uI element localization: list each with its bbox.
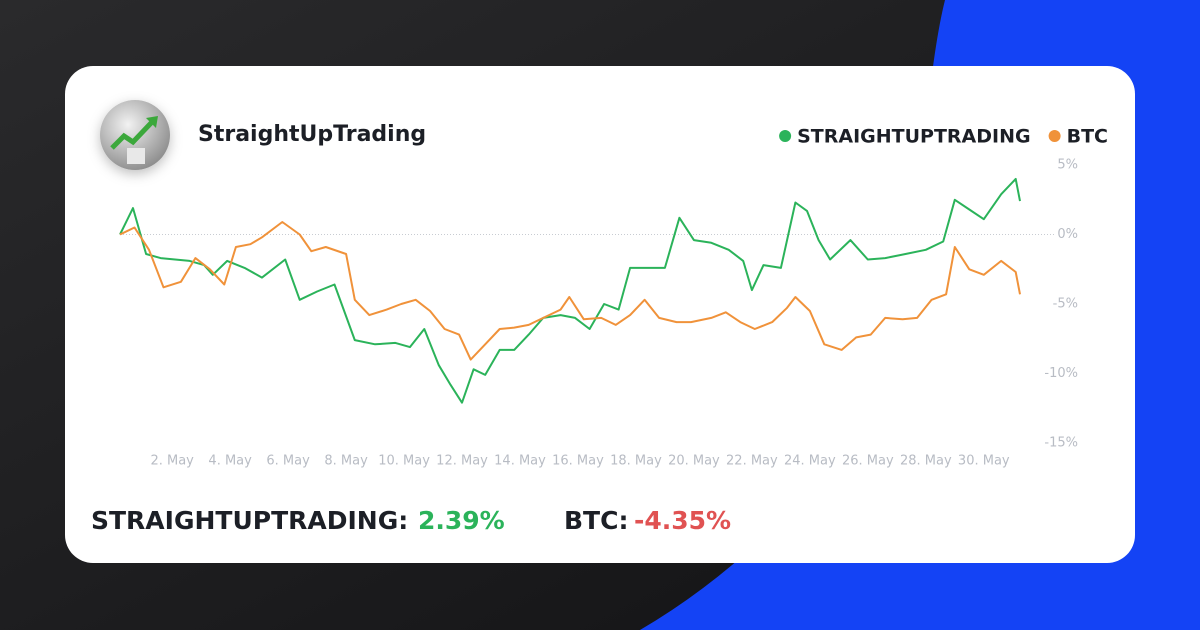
x-tick-label: 26. May xyxy=(842,454,894,469)
legend-marker xyxy=(1048,130,1061,142)
series-line xyxy=(119,177,1021,404)
x-tick-label: 16. May xyxy=(552,454,604,469)
x-tick-label: 8. May xyxy=(324,454,368,469)
x-tick-label: 20. May xyxy=(668,454,720,469)
summary-value: -4.35% xyxy=(634,506,731,535)
x-tick-label: 18. May xyxy=(610,454,662,469)
x-tick-label: 12. May xyxy=(436,454,488,469)
legend-label: BTC xyxy=(1067,126,1108,148)
summary-label: BTC: xyxy=(564,506,628,535)
x-tick-label: 6. May xyxy=(266,454,310,469)
profile-name: StraightUpTrading xyxy=(198,122,426,147)
x-tick-label: 14. May xyxy=(494,454,546,469)
x-tick-label: 28. May xyxy=(900,454,952,469)
summary-value: 2.39% xyxy=(418,506,505,535)
card xyxy=(65,66,1135,563)
avatar xyxy=(100,100,170,170)
legend-label: STRAIGHTUPTRADING xyxy=(797,126,1031,148)
legend-marker xyxy=(779,130,792,142)
y-tick-label: -15% xyxy=(1044,436,1078,451)
series-line xyxy=(119,221,1021,361)
x-tick-label: 4. May xyxy=(208,454,252,469)
y-tick-label: 5% xyxy=(1057,158,1078,173)
x-tick-label: 24. May xyxy=(784,454,836,469)
plot: 5% 0% -5% -10% -15% 2. May 4. May 6. May 8. May 1… xyxy=(119,126,1108,469)
x-tick-label: 30. May xyxy=(958,454,1010,469)
summary-label: STRAIGHTUPTRADING: xyxy=(91,506,408,535)
x-tick-label: 2. May xyxy=(150,454,194,469)
x-tick-label: 22. May xyxy=(726,454,778,469)
y-tick-label: 0% xyxy=(1057,227,1078,242)
y-tick-label: -10% xyxy=(1044,366,1078,381)
x-tick-label: 10. May xyxy=(378,454,430,469)
y-tick-label: -5% xyxy=(1053,297,1078,312)
